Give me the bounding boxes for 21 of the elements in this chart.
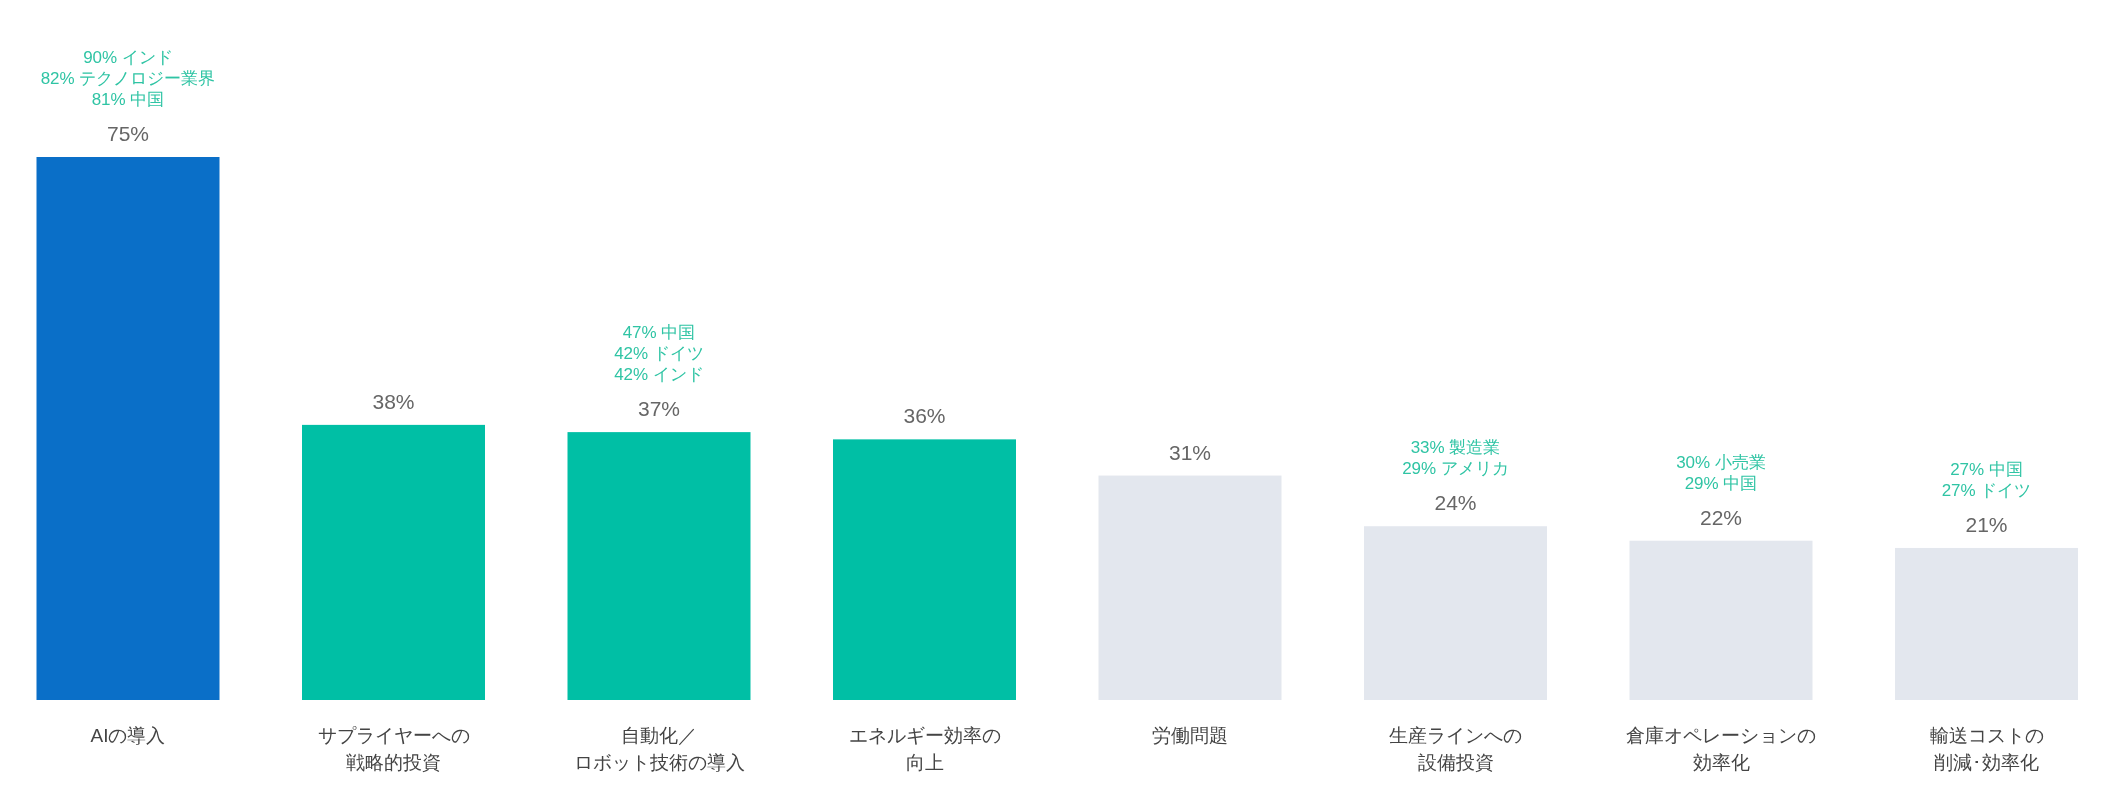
x-tick-label: 輸送コストの削減･効率化 [1929,725,2044,773]
data-label: 37% [637,397,681,421]
x-tick-label: 生産ラインへの設備投資 [1389,725,1522,773]
x-tick-label: 倉庫オペレーションの効率化 [1626,725,1816,773]
x-tick-label: 自動化／ロボット技術の導入 [573,725,745,773]
data-label: 38% [372,389,415,413]
x-tick-label: サプライヤーへの戦略的投資 [317,725,470,773]
data-label: 75% [106,122,150,145]
annotation: 30% 小売業 29% 中国 [1676,452,1766,493]
data-label: 22% [1699,505,1743,529]
annotation: 27% 中国 27% ドイツ [1941,459,2032,500]
annotation: 47% 中国 42% ドイツ 42% インド [614,323,704,385]
x-tick-label: 労働問題 [1152,725,1228,746]
data-label: 24% [1434,491,1477,515]
data-label: 21% [1965,512,2008,536]
x-tick-label: AIの導入 [90,725,166,746]
x-tick-label: エネルギー効率の向上 [848,725,1001,773]
text: 90% インド 82% テクノロジー業界 81% 中国 [40,48,216,109]
data-label: 36% [903,404,946,428]
annotation: 33% 製造業 29% アメリカ [1402,438,1509,479]
data-label: 31% [1168,440,1212,464]
